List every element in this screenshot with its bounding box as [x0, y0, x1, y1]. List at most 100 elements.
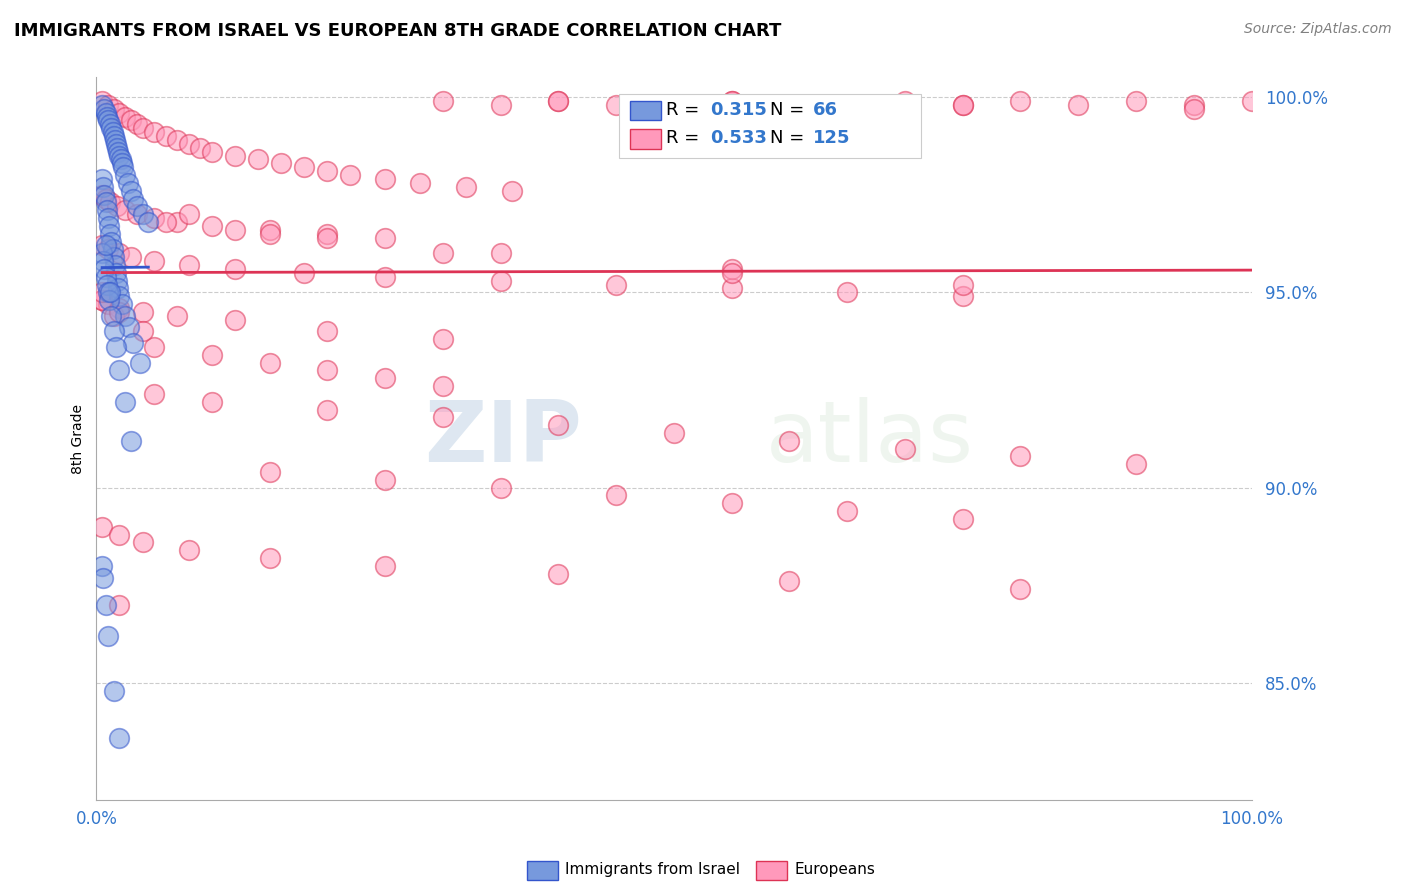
Point — [91, 254, 114, 268]
Text: IMMIGRANTS FROM ISRAEL VS EUROPEAN 8TH GRADE CORRELATION CHART: IMMIGRANTS FROM ISRAEL VS EUROPEAN 8TH G… — [14, 22, 782, 40]
Point — [316, 227, 339, 241]
Point — [316, 363, 339, 377]
Point — [374, 172, 396, 186]
Point — [409, 176, 432, 190]
Point — [259, 227, 281, 241]
Point — [1125, 94, 1147, 108]
Point — [143, 387, 166, 401]
Text: 0.315: 0.315 — [710, 101, 766, 119]
Point — [93, 261, 115, 276]
Point — [122, 336, 145, 351]
Point — [103, 129, 125, 144]
Point — [97, 285, 120, 300]
Point — [720, 266, 742, 280]
Text: 66: 66 — [813, 101, 838, 119]
Point — [166, 133, 188, 147]
Point — [91, 187, 114, 202]
Point — [108, 289, 131, 303]
Point — [91, 285, 114, 300]
Point — [94, 269, 117, 284]
Point — [292, 266, 315, 280]
Point — [374, 230, 396, 244]
Point — [1182, 102, 1205, 116]
Point — [259, 356, 281, 370]
Point — [111, 156, 134, 170]
Text: N =: N = — [770, 101, 810, 119]
Point — [111, 297, 134, 311]
Text: Europeans: Europeans — [794, 863, 876, 877]
Point — [107, 145, 129, 159]
Point — [101, 125, 124, 139]
Point — [97, 211, 120, 225]
Point — [96, 110, 118, 124]
Text: ZIP: ZIP — [423, 397, 582, 480]
Point — [117, 176, 139, 190]
Point — [110, 153, 132, 167]
Point — [837, 285, 859, 300]
Point — [720, 261, 742, 276]
Point — [105, 199, 128, 213]
Point — [778, 574, 800, 589]
Point — [259, 465, 281, 479]
Point — [952, 289, 974, 303]
Point — [489, 481, 512, 495]
Point — [98, 293, 121, 307]
Point — [125, 199, 148, 213]
Point — [104, 266, 127, 280]
Point — [94, 192, 117, 206]
Point — [720, 496, 742, 510]
Point — [662, 102, 685, 116]
Point — [108, 363, 131, 377]
Point — [138, 215, 160, 229]
Point — [96, 277, 118, 292]
Point — [98, 219, 121, 233]
Point — [316, 230, 339, 244]
Point — [91, 246, 114, 260]
Point — [91, 570, 114, 584]
Point — [103, 683, 125, 698]
Point — [155, 129, 177, 144]
Point — [224, 312, 246, 326]
Point — [114, 309, 136, 323]
Point — [952, 97, 974, 112]
Point — [91, 172, 114, 186]
Point — [952, 512, 974, 526]
Point — [547, 94, 569, 108]
Y-axis label: 8th Grade: 8th Grade — [72, 404, 86, 474]
Point — [125, 117, 148, 131]
Point — [432, 410, 454, 425]
Point — [108, 598, 131, 612]
Text: N =: N = — [770, 129, 810, 147]
Point — [188, 141, 211, 155]
Text: R =: R = — [666, 129, 706, 147]
Point — [454, 179, 477, 194]
Point — [91, 520, 114, 534]
Point — [114, 110, 136, 124]
Point — [98, 117, 121, 131]
Point — [1010, 582, 1032, 597]
Point — [177, 136, 200, 151]
Point — [94, 238, 117, 252]
Point — [837, 504, 859, 518]
Point — [94, 598, 117, 612]
Point — [432, 379, 454, 393]
Point — [374, 371, 396, 385]
Point — [129, 356, 152, 370]
Point — [662, 425, 685, 440]
Point — [108, 246, 131, 260]
Point — [259, 223, 281, 237]
Point — [94, 195, 117, 210]
Point — [778, 434, 800, 448]
Point — [108, 301, 131, 315]
Point — [374, 473, 396, 487]
Text: atlas: atlas — [766, 397, 974, 480]
Point — [177, 207, 200, 221]
Point — [894, 442, 917, 456]
Point — [104, 133, 127, 147]
Point — [120, 113, 142, 128]
Point — [97, 113, 120, 128]
Point — [104, 340, 127, 354]
Point — [98, 195, 121, 210]
Point — [108, 148, 131, 162]
Point — [114, 394, 136, 409]
